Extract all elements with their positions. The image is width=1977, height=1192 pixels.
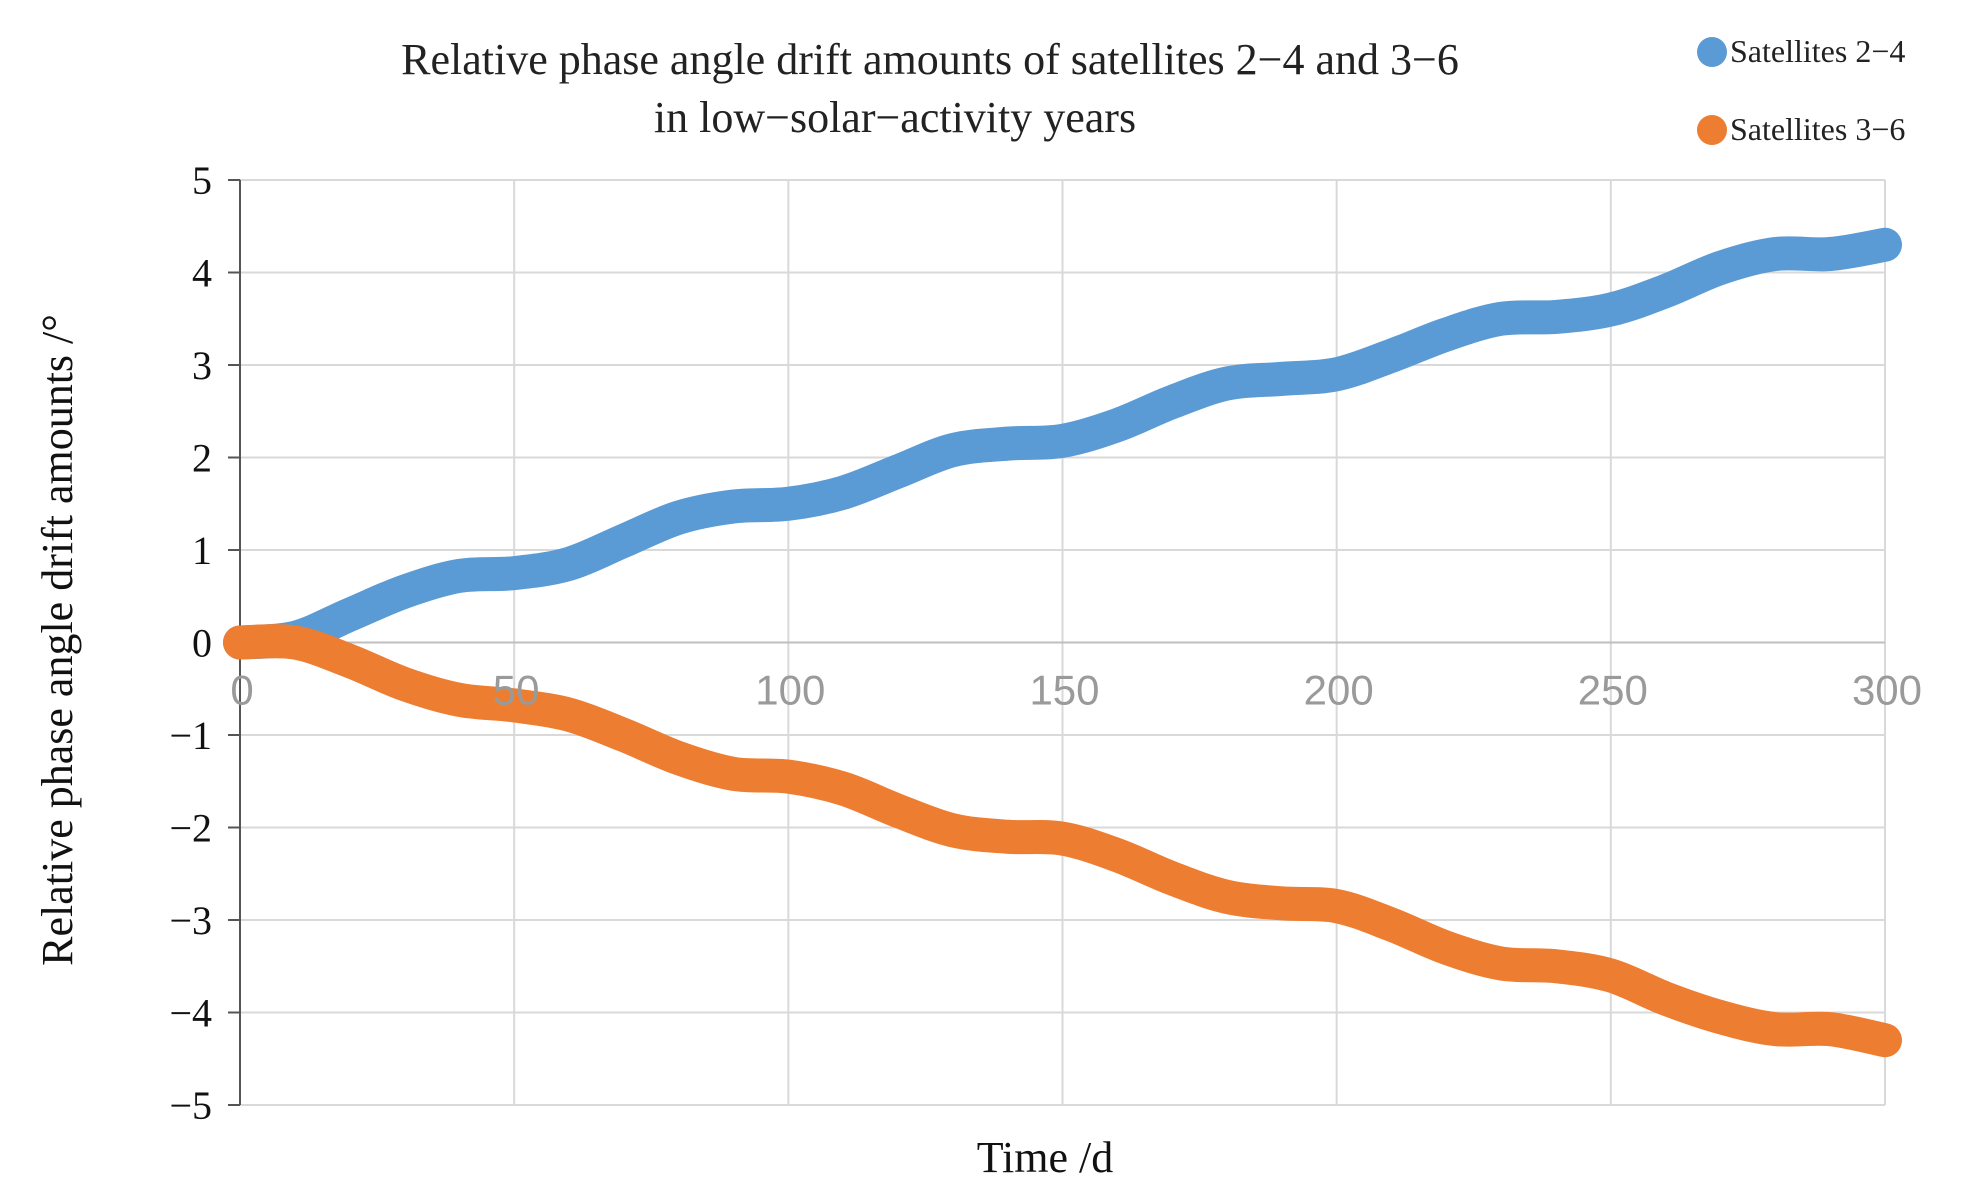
x-tick-labels: 0 50 100 150 200 250 300 <box>230 667 1922 714</box>
legend-marker-satellites-2-4 <box>1697 37 1727 67</box>
x-tick-label: 50 <box>493 667 540 714</box>
chart-title-line-2: in low−solar−activity years <box>654 93 1136 142</box>
x-tick-label: 250 <box>1578 667 1648 714</box>
x-axis-label: Time /d <box>977 1133 1114 1182</box>
x-tick-label: 0 <box>230 667 253 714</box>
y-tick-labels: 5 4 3 2 1 0 −1 −2 −3 −4 −5 <box>169 158 212 1128</box>
y-tick-label: −1 <box>169 713 212 758</box>
legend-item-satellites-3-6[interactable]: Satellites 3−6 <box>1697 111 1905 147</box>
x-tick-label: 100 <box>755 667 825 714</box>
series-line-satellites-2-4[interactable] <box>223 227 1902 660</box>
y-tick-label: 4 <box>192 251 212 296</box>
y-tick-label: 1 <box>192 528 212 573</box>
series-line-satellites-3-6[interactable] <box>223 624 1902 1058</box>
x-tick-label: 150 <box>1029 667 1099 714</box>
legend-marker-satellites-3-6 <box>1697 115 1727 145</box>
legend: Satellites 2−4 Satellites 3−6 <box>1697 33 1905 147</box>
x-tick-label: 200 <box>1304 667 1374 714</box>
x-tick-label: 300 <box>1852 667 1922 714</box>
legend-label-satellites-2-4: Satellites 2−4 <box>1730 33 1905 69</box>
series-lines <box>223 227 1902 1058</box>
y-axis-label: Relative phase angle drift amounts /° <box>33 314 82 966</box>
y-tick-label: −2 <box>169 806 212 851</box>
y-tick-label: 2 <box>192 436 212 481</box>
y-tick-label: 3 <box>192 343 212 388</box>
y-tick-label: 0 <box>192 621 212 666</box>
y-tick-label: −5 <box>169 1083 212 1128</box>
legend-item-satellites-2-4[interactable]: Satellites 2−4 <box>1697 33 1905 69</box>
legend-label-satellites-3-6: Satellites 3−6 <box>1730 111 1905 147</box>
y-tick-label: 5 <box>192 158 212 203</box>
y-tick-label: −3 <box>169 898 212 943</box>
chart-title-line-1: Relative phase angle drift amounts of sa… <box>401 35 1459 84</box>
y-tick-label: −4 <box>169 991 212 1036</box>
